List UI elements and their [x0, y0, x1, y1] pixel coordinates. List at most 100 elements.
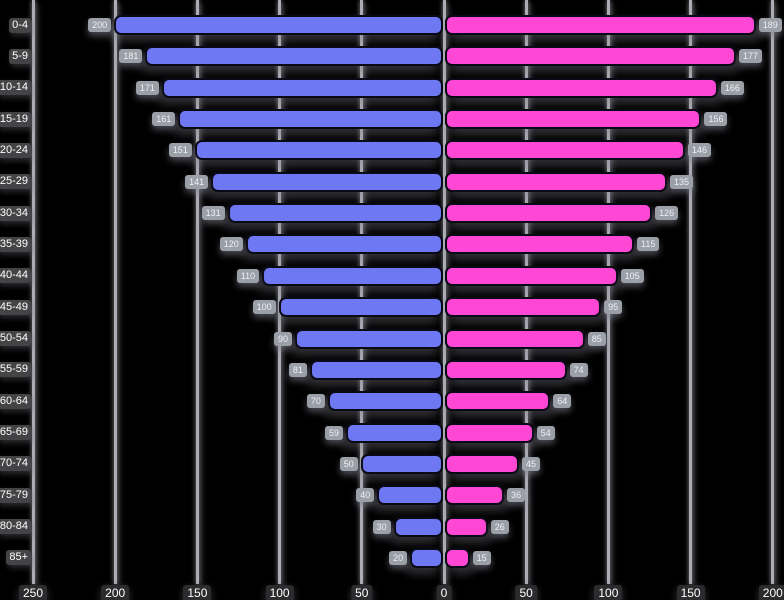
gridline [606, 0, 610, 584]
right-value-badge: 95 [604, 300, 623, 315]
right-bar[interactable] [445, 359, 567, 380]
right-bar[interactable] [445, 203, 653, 224]
right-value-badge: 45 [521, 456, 540, 471]
age-group-label: 85+ [6, 550, 31, 566]
right-bar[interactable] [445, 453, 519, 474]
age-group-label: 55-59 [0, 362, 31, 378]
right-value-badge: 115 [637, 237, 660, 252]
right-value-badge: 166 [720, 80, 744, 95]
right-bar[interactable] [445, 109, 702, 130]
age-group-label: 30-34 [0, 205, 31, 221]
left-value-badge: 161 [152, 112, 176, 127]
right-bar[interactable] [445, 422, 534, 443]
right-bar[interactable] [445, 485, 505, 506]
left-bar[interactable] [145, 46, 443, 67]
left-bar[interactable] [245, 234, 443, 255]
left-value-badge: 59 [325, 425, 344, 440]
gridline [360, 0, 364, 584]
gridline [278, 0, 282, 584]
age-group-label: 75-79 [0, 487, 31, 503]
gridline [524, 0, 528, 584]
right-value-badge: 54 [536, 425, 555, 440]
left-value-badge: 90 [274, 331, 293, 346]
left-bar[interactable] [178, 109, 443, 130]
right-bar[interactable] [445, 140, 686, 161]
right-bar[interactable] [445, 391, 551, 412]
left-bar[interactable] [309, 359, 443, 380]
left-bar[interactable] [262, 265, 443, 286]
age-group-label: 20-24 [0, 142, 31, 158]
right-bar[interactable] [445, 516, 488, 537]
right-value-badge: 105 [620, 268, 644, 283]
gridline [113, 0, 117, 584]
left-value-badge: 50 [339, 456, 358, 471]
left-value-badge: 40 [356, 488, 375, 503]
age-group-label: 80-84 [0, 519, 31, 535]
age-group-label: 45-49 [0, 299, 31, 315]
gridline [771, 0, 775, 584]
x-tick-label: 0 [436, 585, 452, 600]
left-bar[interactable] [327, 391, 443, 412]
right-bar[interactable] [445, 171, 667, 192]
right-bar[interactable] [445, 547, 470, 568]
left-bar[interactable] [295, 328, 443, 349]
left-bar[interactable] [194, 140, 443, 161]
left-bar[interactable] [161, 77, 443, 98]
left-bar[interactable] [114, 15, 443, 35]
left-bar[interactable] [410, 547, 443, 568]
left-bar[interactable] [346, 422, 443, 443]
right-value-badge: 36 [507, 488, 526, 503]
gridline [195, 0, 199, 584]
right-bar[interactable] [445, 15, 756, 35]
right-value-badge: 85 [587, 331, 606, 346]
left-value-badge: 100 [252, 300, 276, 315]
right-value-badge: 177 [738, 49, 763, 64]
age-group-label: 70-74 [0, 456, 31, 472]
right-bar[interactable] [445, 234, 635, 255]
age-group-label: 5-9 [9, 48, 31, 64]
left-bar[interactable] [377, 485, 443, 506]
left-value-badge: 30 [372, 519, 391, 534]
right-value-badge: 26 [490, 519, 509, 534]
x-tick-label: 100 [594, 585, 623, 600]
x-tick-label: 250 [18, 585, 48, 600]
gridline [689, 0, 693, 584]
right-value-badge: 126 [655, 206, 679, 221]
left-value-badge: 171 [135, 80, 159, 95]
age-group-label: 40-44 [0, 268, 31, 284]
gridline [442, 0, 446, 584]
left-bar[interactable] [227, 203, 443, 224]
right-bar[interactable] [445, 46, 736, 67]
x-tick-label: 200 [758, 585, 784, 600]
right-bar[interactable] [445, 328, 585, 349]
x-tick-label: 200 [101, 585, 130, 600]
age-group-label: 15-19 [0, 111, 31, 127]
right-bar[interactable] [445, 265, 618, 286]
x-tick-label: 50 [515, 585, 537, 600]
age-group-label: 25-29 [0, 174, 31, 190]
age-group-label: 10-14 [0, 80, 31, 96]
right-bar[interactable] [445, 297, 602, 318]
gridline [31, 0, 35, 584]
right-value-badge: 15 [472, 550, 491, 565]
right-value-badge: 135 [669, 174, 693, 189]
x-tick-label: 150 [676, 585, 705, 600]
left-bar[interactable] [360, 453, 443, 474]
left-value-badge: 81 [288, 362, 307, 377]
left-value-badge: 20 [389, 550, 408, 565]
age-group-label: 50-54 [0, 331, 31, 346]
left-value-badge: 110 [236, 268, 260, 283]
left-bar[interactable] [211, 171, 443, 192]
left-bar[interactable] [278, 297, 443, 318]
right-value-badge: 64 [553, 394, 572, 409]
left-value-badge: 181 [119, 49, 143, 64]
x-tick-label: 100 [265, 585, 294, 600]
left-bar[interactable] [393, 516, 443, 537]
age-group-label: 65-69 [0, 425, 31, 441]
left-value-badge: 70 [306, 394, 325, 409]
right-bar[interactable] [445, 77, 718, 98]
x-tick-label: 50 [351, 585, 373, 600]
x-tick-label: 150 [183, 585, 212, 600]
right-value-badge: 146 [688, 143, 712, 158]
left-value-badge: 141 [185, 174, 209, 189]
